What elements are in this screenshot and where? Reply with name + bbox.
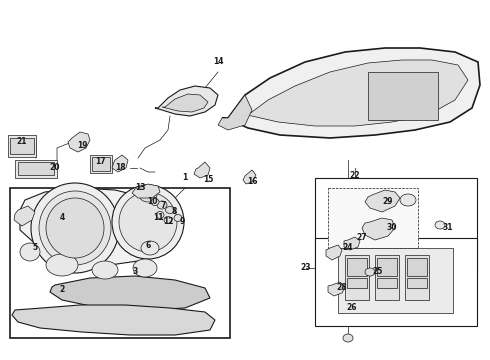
Bar (405, 255, 429, 300)
Bar (18, 162, 54, 175)
Polygon shape (242, 60, 468, 126)
Bar (315, 178, 477, 278)
Bar (10, 188, 230, 338)
Text: 17: 17 (95, 158, 105, 166)
Text: 9: 9 (179, 217, 185, 226)
Text: 22: 22 (350, 171, 360, 180)
Polygon shape (68, 132, 90, 152)
Ellipse shape (151, 198, 159, 206)
Polygon shape (50, 276, 210, 310)
Text: 1: 1 (182, 174, 188, 183)
Ellipse shape (435, 221, 445, 229)
Bar (407, 258, 427, 276)
Text: 6: 6 (146, 242, 150, 251)
Polygon shape (162, 94, 208, 112)
Ellipse shape (157, 201, 167, 209)
Polygon shape (362, 218, 395, 240)
Ellipse shape (141, 241, 159, 255)
Bar (8, 135, 36, 157)
Bar (347, 258, 367, 276)
Text: 15: 15 (203, 175, 213, 184)
Bar (328, 188, 418, 248)
Ellipse shape (46, 254, 78, 276)
Ellipse shape (133, 259, 157, 277)
Polygon shape (132, 184, 160, 198)
Bar (375, 255, 399, 300)
Ellipse shape (139, 188, 157, 202)
Polygon shape (222, 48, 480, 138)
Bar (15, 160, 57, 178)
Text: 10: 10 (147, 198, 157, 207)
Ellipse shape (39, 191, 111, 265)
Text: 25: 25 (373, 267, 383, 276)
Text: 18: 18 (115, 163, 125, 172)
Text: 16: 16 (247, 177, 257, 186)
Text: 13: 13 (135, 184, 145, 193)
Text: 7: 7 (160, 201, 166, 210)
Bar (10, 138, 34, 154)
Ellipse shape (31, 183, 119, 273)
Text: 14: 14 (213, 58, 223, 67)
Text: 4: 4 (59, 213, 65, 222)
Text: 30: 30 (387, 224, 397, 233)
Ellipse shape (164, 216, 172, 224)
Bar (92, 157, 110, 171)
Polygon shape (218, 95, 252, 130)
Polygon shape (243, 170, 256, 184)
Text: 29: 29 (383, 198, 393, 207)
Bar (345, 255, 369, 300)
Ellipse shape (174, 215, 182, 221)
Polygon shape (12, 305, 215, 335)
Text: 21: 21 (17, 138, 27, 147)
Polygon shape (194, 162, 210, 178)
Ellipse shape (166, 207, 174, 213)
Bar (90, 155, 112, 173)
Ellipse shape (92, 261, 118, 279)
Ellipse shape (119, 192, 177, 252)
Ellipse shape (400, 194, 416, 206)
Ellipse shape (46, 198, 104, 258)
Polygon shape (328, 282, 345, 296)
Ellipse shape (343, 334, 353, 342)
Bar (315, 238, 477, 326)
Text: 2: 2 (59, 285, 65, 294)
Ellipse shape (20, 243, 40, 261)
Polygon shape (365, 190, 400, 212)
Text: 11: 11 (153, 213, 163, 222)
Text: 26: 26 (347, 303, 357, 312)
Polygon shape (14, 206, 35, 226)
Polygon shape (155, 86, 218, 116)
Text: 8: 8 (172, 207, 177, 216)
Text: 31: 31 (443, 224, 453, 233)
Ellipse shape (365, 268, 375, 276)
Bar (377, 278, 397, 288)
Bar (338, 248, 453, 313)
Text: 12: 12 (163, 217, 173, 226)
Text: 5: 5 (32, 243, 38, 252)
Text: 19: 19 (77, 140, 87, 149)
Text: 28: 28 (337, 284, 347, 292)
Bar (347, 278, 367, 288)
Polygon shape (20, 188, 170, 265)
Polygon shape (344, 237, 360, 250)
Bar (377, 258, 397, 276)
Ellipse shape (112, 185, 184, 259)
Ellipse shape (156, 211, 164, 219)
Polygon shape (326, 245, 342, 260)
Text: 24: 24 (343, 243, 353, 252)
Bar (368, 72, 438, 120)
Text: 20: 20 (50, 163, 60, 172)
Text: 27: 27 (357, 234, 368, 243)
Text: 23: 23 (301, 264, 311, 273)
Polygon shape (112, 155, 128, 172)
Bar (407, 278, 427, 288)
Text: 3: 3 (132, 267, 138, 276)
